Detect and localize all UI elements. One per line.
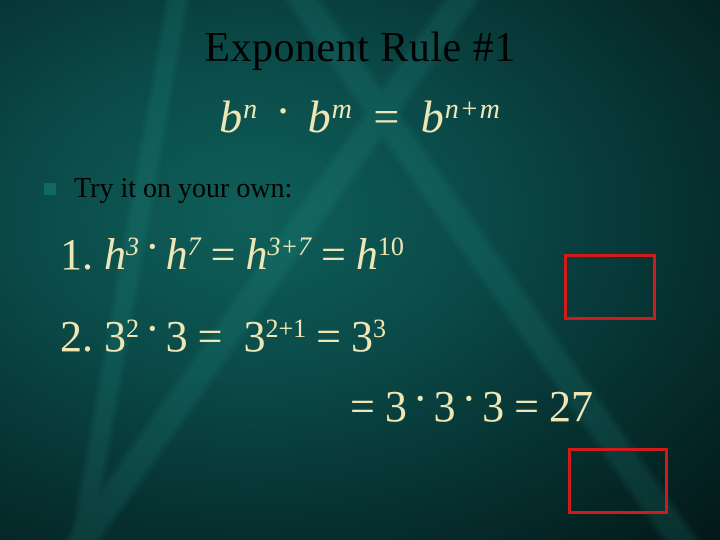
dot-icon: ·: [277, 85, 290, 136]
rule-formula: bn · bm = bn+m: [50, 90, 670, 143]
ex1-me: 3+7: [267, 228, 311, 266]
ex2b-f2: 3: [433, 375, 455, 439]
ex2b-f3: 3: [482, 375, 504, 439]
equals-icon: =: [514, 375, 539, 439]
equals-icon: =: [198, 305, 223, 369]
slide: Exponent Rule #1 bn · bm = bn+m Try it o…: [0, 0, 720, 540]
dot-icon: ·: [145, 297, 160, 361]
ex2b-f1: 3: [385, 375, 407, 439]
ex1-b1: h: [104, 223, 126, 287]
rule-base1: b: [219, 91, 243, 142]
ex2-rb: 3: [351, 305, 373, 369]
ex2b-result: 27: [549, 375, 593, 439]
ex2-e1: 2: [126, 310, 139, 348]
ex2-b1: 3: [104, 305, 126, 369]
ex2-mb: 3: [243, 305, 265, 369]
dot-icon: ·: [461, 367, 476, 431]
example-2: 2. 32 · 3 = 32+1 = 33: [60, 305, 670, 369]
rule-baseR: b: [421, 91, 445, 142]
equals-icon: =: [316, 305, 341, 369]
subtitle-line: Try it on your own:: [50, 173, 670, 205]
equals-icon: =: [350, 375, 375, 439]
dot-icon: ·: [145, 215, 160, 279]
ex2-label: 2.: [60, 305, 93, 369]
rule-exp2: m: [332, 94, 353, 125]
rule-exp1: n: [243, 94, 258, 125]
equals-icon: =: [373, 91, 400, 142]
example-1: 1. h3 · h7 = h3+7 = h10: [60, 223, 670, 287]
equals-icon: =: [321, 223, 346, 287]
ex2-re: 3: [373, 310, 386, 348]
ex1-label: 1.: [60, 223, 93, 287]
ex1-rb: h: [356, 223, 378, 287]
bullet-icon: [44, 183, 56, 195]
ex1-e2: 7: [188, 228, 201, 266]
rule-base2: b: [308, 91, 332, 142]
ex2-b2: 3: [166, 305, 188, 369]
examples: 1. h3 · h7 = h3+7 = h10 2. 32 · 3 = 32+1…: [60, 223, 670, 438]
ex1-mb: h: [245, 223, 267, 287]
example-2-expanded: = 3 · 3 · 3 = 27: [340, 375, 670, 439]
ex1-e1: 3: [126, 228, 139, 266]
subtitle-text: Try it on your own:: [74, 173, 292, 205]
ex2-me: 2+1: [265, 310, 306, 348]
equals-icon: =: [211, 223, 236, 287]
rule-expR: n+m: [445, 94, 501, 125]
ex1-re: 10: [378, 228, 404, 266]
ex1-b2: h: [166, 223, 188, 287]
dot-icon: ·: [413, 367, 428, 431]
slide-title: Exponent Rule #1: [50, 24, 670, 72]
